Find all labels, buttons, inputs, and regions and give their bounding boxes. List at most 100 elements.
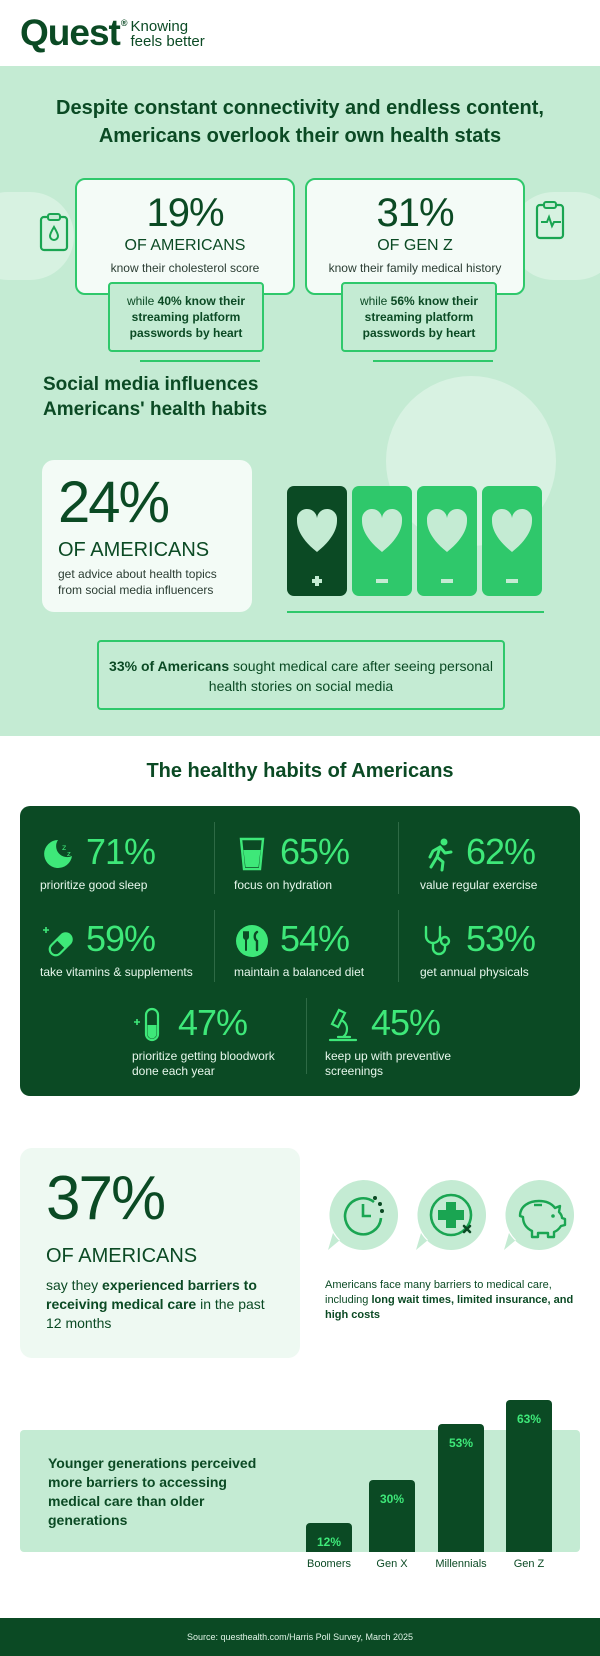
left-icon-bubble — [0, 192, 74, 280]
water-glass-icon — [239, 837, 265, 871]
barriers-stat-card: 37% OF AMERICANS say they experienced ba… — [20, 1148, 300, 1358]
stat-description: say they experienced barriers to receivi… — [46, 1276, 276, 1333]
habit-sleep: z z 71% prioritize good sleep — [40, 830, 220, 900]
note-text: sought medical care after seeing persona… — [208, 658, 493, 694]
capsule-icon — [43, 927, 73, 957]
barriers-note: Americans face many barriers to medical … — [325, 1278, 575, 1323]
stat-description: know their cholesterol score — [110, 261, 260, 275]
stat-group: OF AMERICANS — [124, 237, 246, 254]
compare-bold: 56% know their streaming platform passwo… — [362, 294, 479, 340]
bar-value-label: 30% — [379, 1492, 405, 1506]
runner-icon — [428, 838, 453, 872]
logo-wordmark: Quest — [20, 12, 121, 53]
habit-percent: 53% — [466, 918, 536, 959]
family-history-stat-card: 31% OF GEN Z know their family medical h… — [305, 178, 525, 295]
note-prefix: Americans face many barriers to medical … — [325, 1279, 552, 1306]
svg-text:z: z — [67, 850, 71, 858]
compare-prefix: while — [359, 294, 391, 308]
note-bold: long wait times, limited insurance, and … — [325, 1294, 574, 1321]
habit-percent: 54% — [280, 918, 350, 959]
habit-percent: 71% — [86, 831, 156, 872]
generations-band — [20, 1430, 580, 1552]
habit-label: get annual physicals — [420, 965, 529, 979]
stat-percent: 19% — [146, 191, 224, 235]
streaming-comparison-card: while 40% know their streaming platform … — [108, 282, 264, 352]
habit-label: keep up with preventive screenings — [325, 1049, 452, 1078]
habit-vitamins: 59% take vitamins & supplements — [40, 917, 220, 987]
cholesterol-stat-card: 19% OF AMERICANS know their cholesterol … — [75, 178, 295, 295]
habit-percent: 59% — [86, 918, 156, 959]
section-title: Despite constant connectivity and endles… — [0, 94, 600, 150]
tagline-line-2: feels better — [130, 33, 205, 50]
what-prefix: say they — [46, 1277, 103, 1293]
phone-hearts-illustration — [287, 486, 545, 596]
medical-care-note: 33% of Americans sought medical care aft… — [97, 640, 505, 710]
habit-screenings: 45% keep up with preventive screenings — [325, 1001, 505, 1079]
bar-millennials: 53% — [438, 1424, 484, 1552]
header: Quest ® Knowing feels better — [0, 0, 600, 66]
quest-logo[interactable]: Quest ® Knowing feels better — [20, 14, 205, 52]
clock-wait-icon — [328, 1180, 399, 1250]
column-divider — [398, 910, 399, 982]
habit-label: maintain a balanced diet — [234, 965, 365, 979]
phone-heart-minus-icon — [482, 486, 542, 596]
phone-heart-minus-icon — [417, 486, 477, 596]
bar-category-label: Boomers — [306, 1558, 352, 1570]
what-bold: experienced barriers to receiving medica… — [46, 1277, 257, 1312]
column-divider — [306, 998, 307, 1074]
bar-category-label: Gen Z — [513, 1558, 545, 1570]
bar-gen-z: 63% — [506, 1400, 552, 1552]
stat-description: know their family medical history — [328, 261, 502, 275]
habit-label: focus on hydration — [234, 878, 333, 892]
habit-percent: 45% — [371, 1002, 441, 1043]
habit-percent: 47% — [178, 1002, 248, 1043]
footer-source: Source: questhealth.com/Harris Poll Surv… — [0, 1618, 600, 1656]
bar-gen-x: 30% — [369, 1480, 415, 1552]
habit-label: value regular exercise — [420, 878, 538, 892]
connectivity-section: Despite constant connectivity and endles… — [0, 66, 600, 736]
divider-line — [373, 360, 493, 362]
column-divider — [398, 822, 399, 894]
habit-physicals: 53% get annual physicals — [420, 917, 600, 987]
influencer-stat-card: 24% OF AMERICANS get advice about health… — [42, 460, 252, 612]
stat-percent: 24% — [58, 470, 170, 535]
bar-category-label: Millennials — [435, 1558, 487, 1570]
clipboard-pulse-icon — [535, 201, 565, 240]
stat-percent: 37% — [46, 1164, 166, 1233]
piggy-bank-icon — [504, 1180, 575, 1250]
what-suffix: in the past 12 months — [46, 1296, 265, 1331]
clipboard-drop-icon — [39, 213, 69, 252]
phone-heart-minus-icon — [352, 486, 412, 596]
stat-group: OF GEN Z — [377, 237, 453, 254]
stat-group: OF AMERICANS — [46, 1245, 198, 1267]
stat-percent: 31% — [376, 191, 454, 235]
bar-value-label: 12% — [316, 1535, 342, 1549]
bar-value-label: 53% — [448, 1436, 474, 1450]
compare-bold: 40% know their streaming platform passwo… — [129, 294, 246, 340]
logo-tagline: Knowing feels better — [131, 19, 205, 49]
bar-category-label: Gen X — [376, 1558, 408, 1570]
habit-exercise: 62% value regular exercise — [420, 830, 600, 900]
stat-description: get advice about health topics from soci… — [58, 567, 217, 597]
moon-sleep-icon: z z — [44, 840, 72, 868]
streaming-comparison-card: while 56% know their streaming platform … — [341, 282, 497, 352]
tagline-line-1: Knowing — [130, 18, 189, 35]
phone-heart-plus-icon — [287, 486, 347, 596]
svg-text:z: z — [62, 843, 66, 852]
stat-group: OF AMERICANS — [58, 539, 210, 561]
habit-label: take vitamins & supplements — [40, 965, 193, 979]
column-divider — [214, 910, 215, 982]
social-title-line-1: Social media influences — [43, 374, 259, 395]
column-divider — [214, 822, 215, 894]
habits-title: The healthy habits of Americans — [146, 760, 454, 782]
compare-prefix: while — [126, 294, 158, 308]
bar-value-label: 63% — [516, 1412, 542, 1426]
habit-diet: 54% maintain a balanced diet — [234, 917, 414, 987]
bar-boomers: 12% — [306, 1523, 352, 1552]
plate-utensils-icon — [236, 925, 268, 957]
social-title-line-2: Americans' health habits — [43, 399, 268, 420]
habit-hydration: 65% focus on hydration — [234, 830, 414, 900]
microscope-icon — [328, 1008, 358, 1042]
registered-mark: ® — [120, 18, 128, 28]
title-line-2: Americans overlook their own health stat… — [98, 125, 502, 147]
